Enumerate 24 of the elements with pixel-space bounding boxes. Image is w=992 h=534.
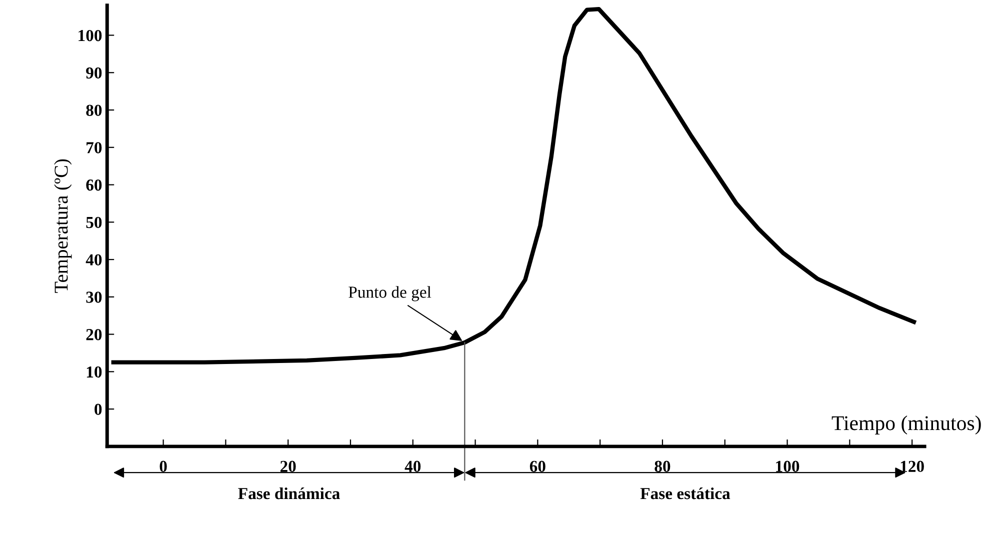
y-tick-label: 40 [86, 254, 102, 266]
y-axis-title: Temperatura (ºC) [54, 159, 72, 293]
annotation: Punto de gel [348, 286, 432, 302]
x-tick-label: 0 [160, 460, 167, 472]
x-tick-label: 40 [404, 460, 421, 472]
x-tick-label: 60 [530, 460, 546, 472]
y-tick-label: 80 [86, 104, 102, 116]
y-tick-label: 90 [86, 67, 102, 79]
y-tick-label: 50 [86, 216, 102, 228]
x-tick-label: 20 [280, 460, 296, 472]
y-tick-label: 10 [86, 366, 102, 378]
x-axis-title: Tiempo (minutos) [832, 416, 981, 434]
text: Fase estática [640, 487, 730, 500]
x-tick-label: 120 [900, 460, 924, 472]
y-tick-label: 60 [86, 179, 102, 191]
y-tick-label: 0 [94, 404, 102, 415]
x-tick-label: 100 [776, 460, 800, 472]
x-tick-label: 80 [654, 460, 670, 472]
y-tick-label: 70 [86, 142, 102, 154]
y-tick-label: 100 [78, 30, 102, 42]
line-series [111, 6, 916, 364]
y-tick-label: 30 [86, 292, 102, 303]
y-tick-label: 20 [86, 328, 102, 340]
text: Fase dinámica [238, 487, 340, 500]
